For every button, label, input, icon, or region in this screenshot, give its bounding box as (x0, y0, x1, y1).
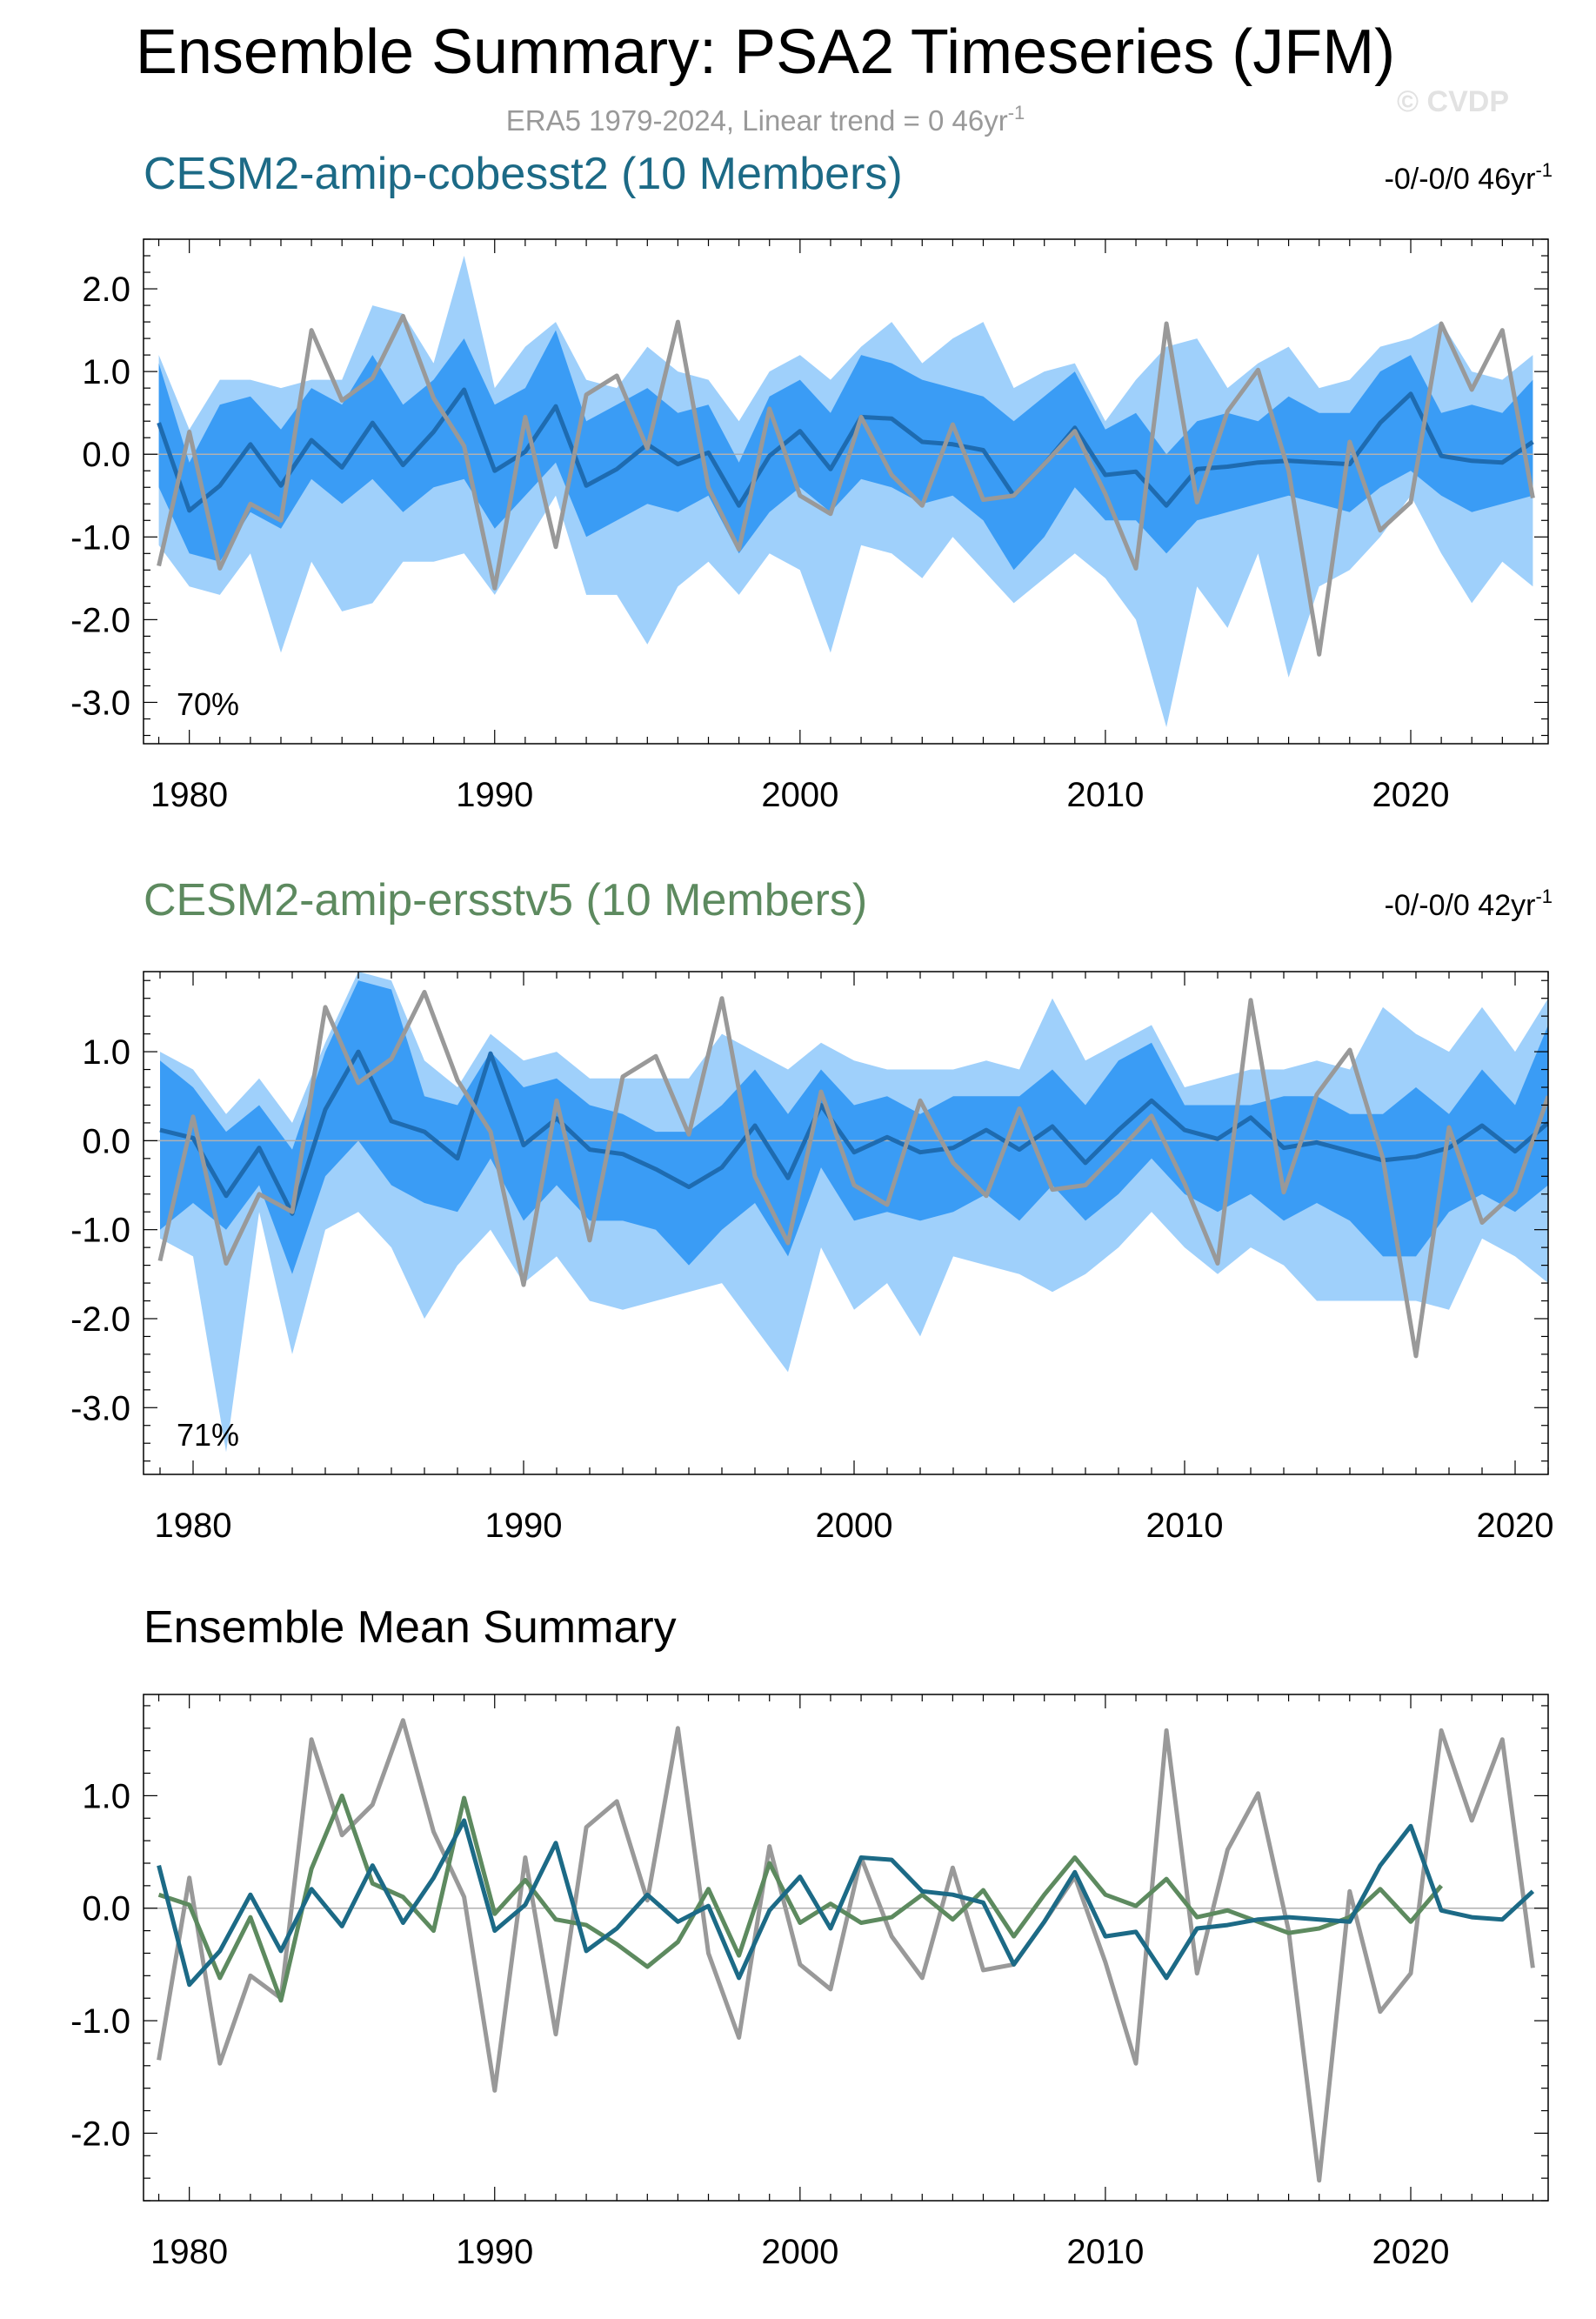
y-tick-label: 0.0 (82, 1890, 130, 1928)
x-tick-label: 1980 (155, 1507, 232, 1545)
x-tick-label: 2010 (1066, 776, 1144, 814)
y-tick-label: -2.0 (70, 2115, 130, 2153)
x-tick-label: 2010 (1146, 1507, 1224, 1545)
spread-percent-label: 71% (177, 1417, 239, 1453)
plot-frame (143, 238, 1549, 745)
x-tick-label: 2020 (1372, 776, 1450, 814)
plot-area (144, 1718, 1548, 2183)
figure-title: Ensemble Summary: PSA2 Timeseries (JFM) (136, 17, 1395, 87)
x-tick-label: 2010 (1066, 2233, 1144, 2271)
trend-label-superscript: -1 (1535, 159, 1553, 181)
series-line-ensemble-mean (157, 387, 1534, 513)
plot-area (144, 256, 1548, 727)
panel-title: CESM2-amip-ersstv5 (10 Members) (144, 875, 867, 926)
watermark: © CVDP (1397, 85, 1509, 118)
plot-frame (143, 1694, 1549, 2202)
trend-label-text: -0/-0/0 46yr (1385, 163, 1536, 196)
x-tick-label: 2000 (816, 1507, 893, 1545)
x-tick-label: 1990 (456, 2233, 533, 2271)
series-line-era5 (157, 1718, 1535, 2183)
x-tick-label: 2000 (761, 776, 838, 814)
panel-cobesst2: CESM2-amip-cobesst2 (10 Members) -0/-0/0 … (70, 149, 1553, 814)
y-tick-label: 1.0 (82, 1033, 130, 1072)
y-tick-label: -2.0 (70, 1300, 130, 1339)
y-tick-label: -3.0 (70, 684, 130, 722)
panel-ensemble-mean-summary: Ensemble Mean Summary 1.0 0.0 -1.0 -2.0 1980 1… (70, 1602, 1549, 2271)
trend-label-superscript: -1 (1535, 885, 1553, 907)
panel-title: Ensemble Mean Summary (144, 1602, 677, 1653)
plot-frame (143, 971, 1549, 1475)
x-tick-label: 1980 (150, 776, 228, 814)
series-line-ensemble-mean (159, 1049, 1548, 1216)
figure-subtitle: ERA5 1979-2024, Linear trend = 0 46yr-1 (506, 102, 1025, 137)
trend-label: -0/-0/0 46yr-1 (1385, 159, 1553, 196)
x-tick-label: 1990 (485, 1507, 563, 1545)
spread-inner-band (158, 330, 1533, 571)
trend-label-text: -0/-0/0 42yr (1385, 889, 1536, 922)
series-line-cesm2-amip-ersstv5 (157, 1793, 1444, 2003)
plot-area (144, 972, 1548, 1453)
x-tick-label: 1990 (456, 776, 533, 814)
series-line-era5 (157, 990, 1548, 1359)
x-tick-label: 1980 (150, 2233, 228, 2271)
series-line-era5 (157, 313, 1535, 657)
series-line-cesm2-amip-cobesst2 (157, 1818, 1535, 1988)
y-tick-label: -1.0 (70, 518, 130, 557)
x-tick-label: 2020 (1372, 2233, 1450, 2271)
y-tick-label: 0.0 (82, 436, 130, 474)
subtitle-text: ERA5 1979-2024, Linear trend = 0 46yr (506, 104, 1008, 137)
y-tick-label: 1.0 (82, 1777, 130, 1815)
y-tick-label: -2.0 (70, 601, 130, 639)
y-tick-label: 2.0 (82, 271, 130, 309)
spread-inner-band (160, 980, 1548, 1274)
y-tick-label: -1.0 (70, 2002, 130, 2041)
x-tick-label: 2020 (1477, 1507, 1554, 1545)
y-tick-label: -3.0 (70, 1389, 130, 1427)
panel-title: CESM2-amip-cobesst2 (10 Members) (144, 149, 903, 199)
y-tick-label: 1.0 (82, 353, 130, 391)
spread-percent-label: 70% (177, 686, 239, 722)
trend-label: -0/-0/0 42yr-1 (1385, 885, 1553, 922)
panel-ersstv5: CESM2-amip-ersstv5 (10 Members) -0/-0/0 4… (70, 875, 1553, 1545)
subtitle-superscript: -1 (1008, 102, 1025, 124)
y-tick-label: 0.0 (82, 1122, 130, 1160)
y-tick-label: -1.0 (70, 1212, 130, 1250)
x-tick-label: 2000 (761, 2233, 838, 2271)
